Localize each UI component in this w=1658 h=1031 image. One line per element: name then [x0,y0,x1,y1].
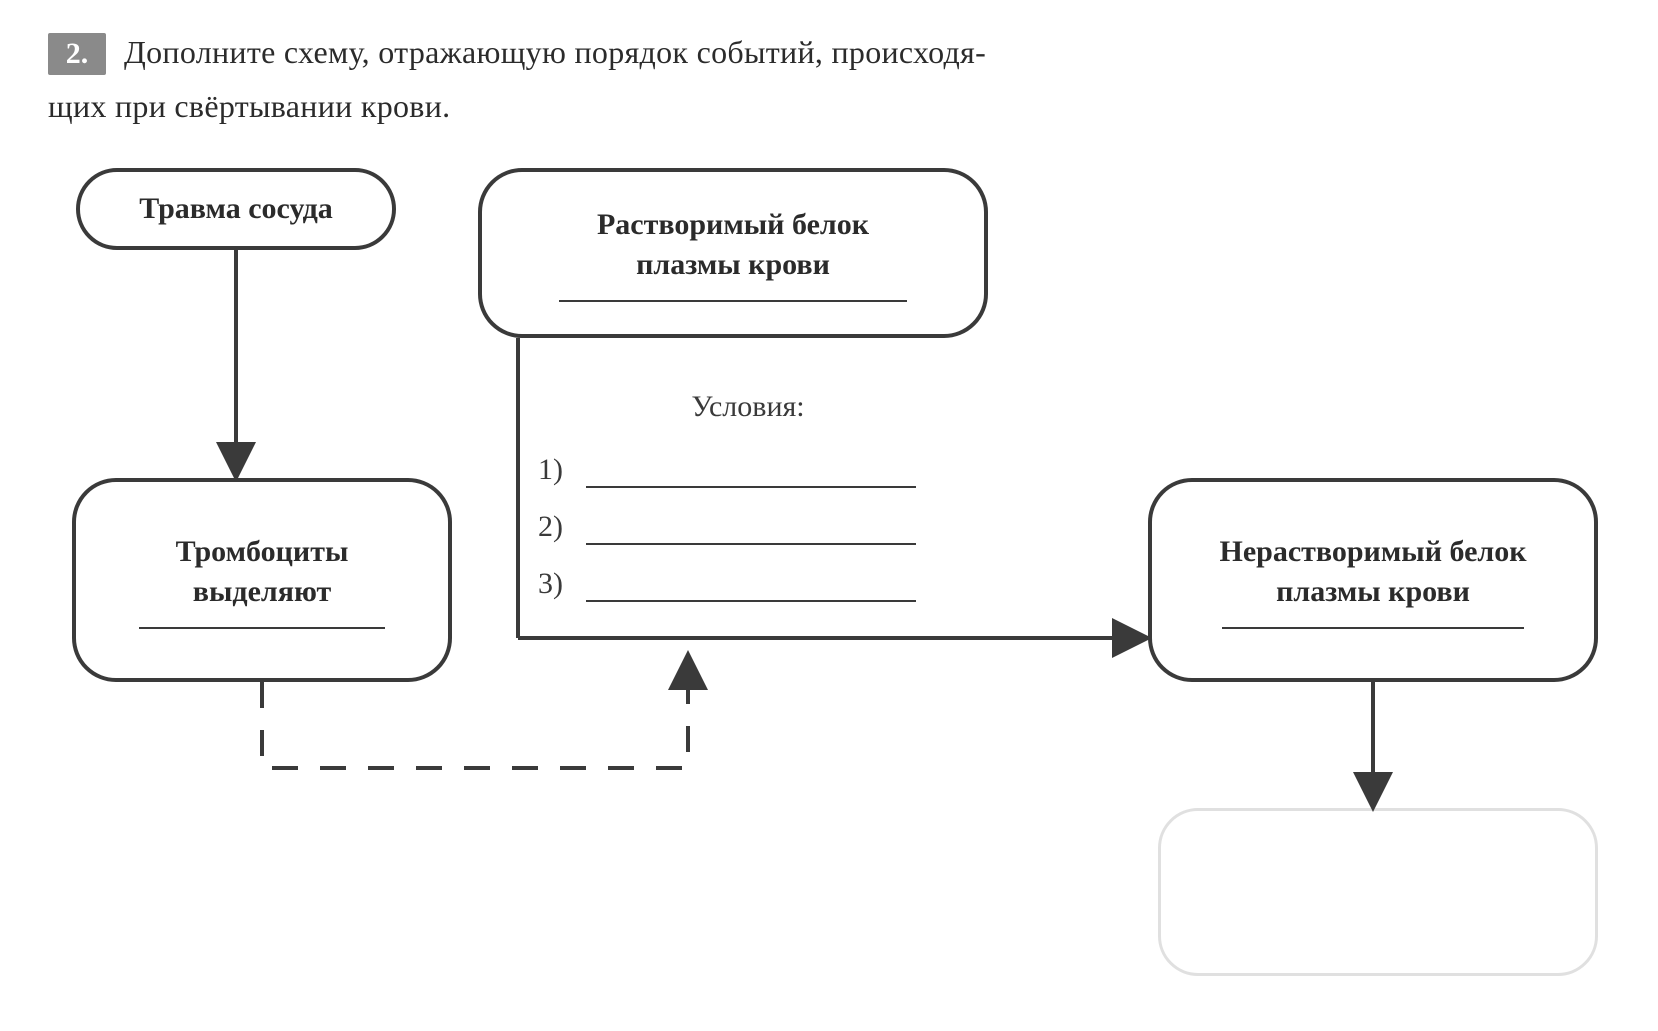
condition-blank-line [586,543,916,545]
node-blank-line [139,627,385,629]
node-empty-result [1158,808,1598,976]
condition-blank-line [586,600,916,602]
node-label-line1: Нерастворимый белок [1219,532,1526,573]
node-label-line1: Растворимый белок [597,205,869,246]
node-label-line2: выделяют [193,572,331,613]
flowchart-diagram: Травма сосуда Растворимый белок плазмы к… [48,168,1610,998]
condition-row: 3) [538,555,958,612]
question-text-line1: Дополните схему, отражающую порядок собы… [124,28,986,78]
node-blank-line [559,300,907,302]
question-text-line2: щих при свёртывании крови. [48,82,1610,132]
conditions-title: Условия: [538,378,958,435]
node-trombotsity: Тромбоциты выделяют [72,478,452,682]
condition-number: 2) [538,498,576,555]
condition-number: 3) [538,555,576,612]
condition-row: 2) [538,498,958,555]
node-rastvorimyy-belok: Растворимый белок плазмы крови [478,168,988,338]
node-blank-line [1222,627,1523,629]
question-number-badge: 2. [48,33,106,75]
node-label: Травма сосуда [139,189,333,230]
condition-row: 1) [538,441,958,498]
node-label-line2: плазмы крови [636,245,830,286]
node-label-line2: плазмы крови [1276,572,1470,613]
node-label-line1: Тромбоциты [176,532,349,573]
condition-number: 1) [538,441,576,498]
node-travma-sosuda: Травма сосуда [76,168,396,250]
conditions-block: Условия: 1) 2) 3) [538,378,958,612]
node-nerastvorimyy-belok: Нерастворимый белок плазмы крови [1148,478,1598,682]
condition-blank-line [586,486,916,488]
